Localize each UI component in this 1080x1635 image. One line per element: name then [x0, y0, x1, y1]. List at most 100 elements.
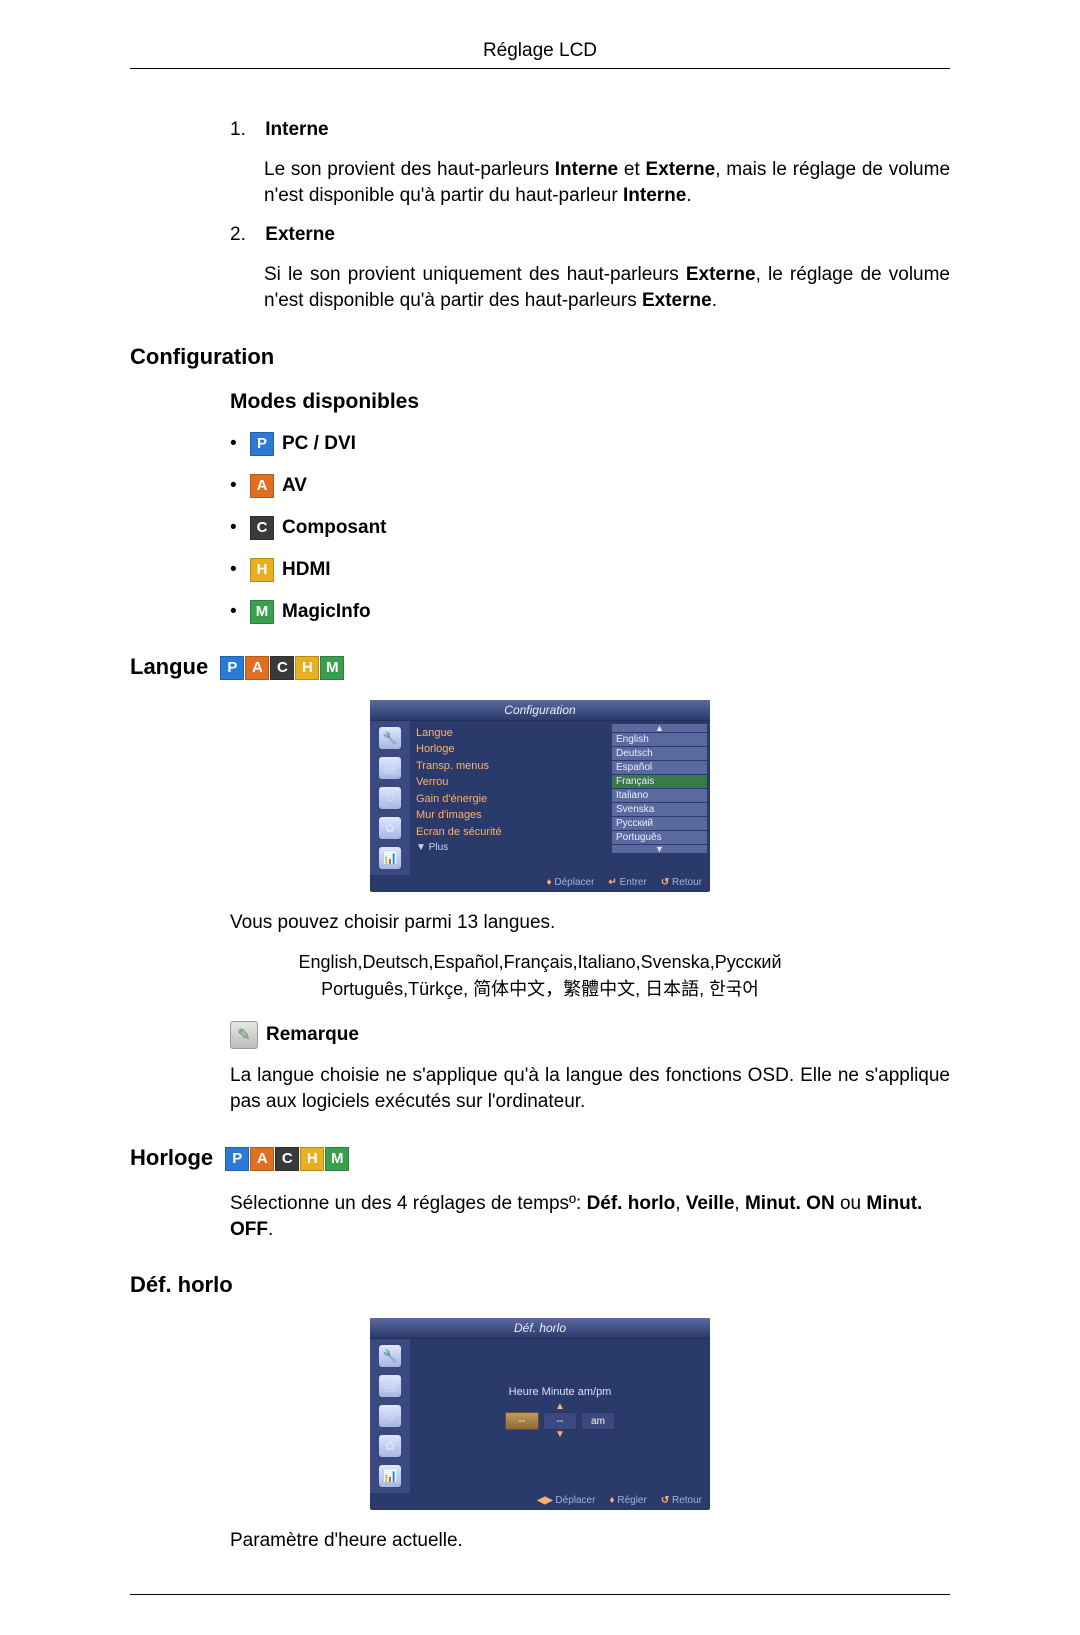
mode-badge-h-icon: H: [300, 1147, 324, 1171]
osd-config-wrap: Configuration 🔧🖼⏱✿📊 LangueHorlogeTransp.…: [130, 700, 950, 892]
text-bold: Minut. ON: [745, 1193, 835, 1214]
clock-value-row: -- -- am: [505, 1412, 615, 1430]
bullet-icon: •: [230, 475, 250, 497]
modes-list: • P PC / DVI• A AV• C Composant• H HDMI•…: [230, 432, 950, 624]
mode-badge-c-icon: C: [270, 656, 294, 680]
osd-menu-more: ▼ Plus: [416, 840, 603, 855]
mode-badge-a-icon: A: [245, 656, 269, 680]
section-configuration: Configuration: [130, 344, 950, 370]
osd-clock-main: Heure Minute am/pm ▲ -- -- am ▼: [410, 1339, 710, 1493]
bullet-icon: •: [230, 517, 250, 539]
mode-label: AV: [282, 475, 307, 497]
remark-body: La langue choisie ne s'applique qu'à la …: [230, 1063, 950, 1114]
mode-badge-c-icon: C: [275, 1147, 299, 1171]
osd-clock-title: Déf. horlo: [370, 1318, 710, 1339]
clock-ampm-box: am: [581, 1412, 615, 1430]
osd-side-icon: ⏱: [379, 1405, 401, 1427]
osd-language-option: Italiano: [612, 789, 707, 802]
mode-label: MagicInfo: [282, 601, 371, 623]
osd-hint-enter: ↵ Entrer: [608, 877, 646, 888]
section-horloge-label: Horloge: [130, 1145, 213, 1170]
item-body: Le son provient des haut-parleurs Intern…: [264, 157, 950, 208]
remark-row: ✎ Remarque: [230, 1021, 950, 1049]
mode-badge-h-icon: H: [250, 558, 274, 582]
osd-footer: ◀▶ Déplacer ♦ Régler ↺ Retour: [370, 1493, 710, 1510]
badge-strip: PACHM: [220, 656, 345, 680]
hint-label: Retour: [672, 1495, 702, 1506]
mode-badge-a-icon: A: [250, 1147, 274, 1171]
bullet-icon: •: [230, 433, 250, 455]
text-bold: Interne: [555, 159, 618, 180]
hint-label: Régler: [617, 1495, 646, 1506]
defhorlo-body: Paramètre d'heure actuelle.: [230, 1528, 950, 1554]
osd-clock-wrap: Déf. horlo 🔧 🖼 ⏱ ✿ 📊 Heure Minute am/pm ▲ --…: [130, 1318, 950, 1510]
osd-language-option: Español: [612, 761, 707, 774]
mode-label: Composant: [282, 517, 387, 539]
osd-config-title: Configuration: [370, 700, 710, 721]
osd-menu-list: LangueHorlogeTransp. menusVerrouGain d'é…: [410, 721, 609, 875]
osd-side-icon: 🔧: [379, 1345, 401, 1367]
osd-hint-adjust: ♦ Régler: [609, 1495, 646, 1506]
subsection-modes: Modes disponibles: [230, 390, 950, 414]
mode-badge-p-icon: P: [250, 432, 274, 456]
osd-side-icon: ⏱: [379, 787, 401, 809]
text-fragment: Si le son provient uniquement des haut-p…: [264, 264, 686, 285]
osd-side-icon: 🖼: [379, 1375, 401, 1397]
text-bold: Externe: [642, 290, 712, 311]
hint-label: Déplacer: [554, 877, 594, 888]
text-fragment: Le son provient des haut-parleurs: [264, 159, 555, 180]
hint-label: Retour: [672, 877, 702, 888]
section-langue-label: Langue: [130, 654, 208, 679]
osd-hint-return: ↺ Retour: [661, 877, 702, 888]
osd-menu-item: Verrou: [416, 774, 603, 791]
mode-item: • P PC / DVI: [230, 432, 950, 456]
footer-rule: [130, 1594, 950, 1595]
osd-hint-move: ◀▶ Déplacer: [537, 1495, 595, 1506]
item-label: Interne: [265, 119, 328, 140]
clock-column-labels: Heure Minute am/pm: [509, 1386, 612, 1398]
arrow-up-icon: ▲: [612, 724, 707, 732]
language-supported-list: English,Deutsch,Español,Français,Italian…: [260, 949, 820, 1003]
text-bold: Déf. horlo: [587, 1193, 676, 1214]
item-body: Si le son provient uniquement des haut-p…: [264, 262, 950, 313]
mode-badge-h-icon: H: [295, 656, 319, 680]
mode-item: • M MagicInfo: [230, 600, 950, 624]
sound-item-externe: 2. Externe Si le son provient uniquement…: [230, 224, 950, 313]
mode-badge-m-icon: M: [250, 600, 274, 624]
page-title: Réglage LCD: [130, 40, 950, 62]
mode-badge-m-icon: M: [320, 656, 344, 680]
osd-menu-item: Transp. menus: [416, 758, 603, 775]
osd-sidebar: 🔧🖼⏱✿📊: [370, 721, 410, 875]
text-fragment: .: [712, 290, 717, 311]
section-horloge: Horloge PACHM: [130, 1145, 950, 1171]
mode-badge-p-icon: P: [220, 656, 244, 680]
osd-side-icon: 📊: [379, 847, 401, 869]
langue-intro: Vous pouvez choisir parmi 13 langues.: [230, 910, 950, 936]
text-fragment: ou: [835, 1193, 867, 1214]
osd-menu-item: Mur d'images: [416, 807, 603, 824]
osd-hint-return: ↺ Retour: [661, 1495, 702, 1506]
arrow-down-icon: ▼: [612, 845, 707, 853]
header-rule: [130, 68, 950, 69]
mode-label: HDMI: [282, 559, 331, 581]
osd-language-option: Svenska: [612, 803, 707, 816]
mode-badge-a-icon: A: [250, 474, 274, 498]
note-icon: ✎: [230, 1021, 258, 1049]
osd-language-list: ▲EnglishDeutschEspañolFrançaisItalianoSv…: [609, 721, 710, 875]
osd-side-icon: 📊: [379, 1465, 401, 1487]
text-fragment: Sélectionne un des 4 réglages de tempsº:: [230, 1193, 587, 1214]
osd-side-icon: 🖼: [379, 757, 401, 779]
text-fragment: et: [618, 159, 645, 180]
text-bold: Veille: [686, 1193, 735, 1214]
badge-strip: PACHM: [225, 1147, 350, 1171]
osd-language-option: English: [612, 733, 707, 746]
item-number: 2.: [230, 224, 260, 246]
osd-side-icon: ✿: [379, 817, 401, 839]
section-langue: Langue PACHM: [130, 654, 950, 680]
clock-minute-box: --: [543, 1412, 577, 1430]
page-root: Réglage LCD 1. Interne Le son provient d…: [0, 0, 1080, 1635]
osd-side-icon: ✿: [379, 1435, 401, 1457]
mode-badge-m-icon: M: [325, 1147, 349, 1171]
horloge-intro: Sélectionne un des 4 réglages de tempsº:…: [230, 1191, 950, 1242]
osd-hint-move: ♦ Déplacer: [546, 877, 594, 888]
